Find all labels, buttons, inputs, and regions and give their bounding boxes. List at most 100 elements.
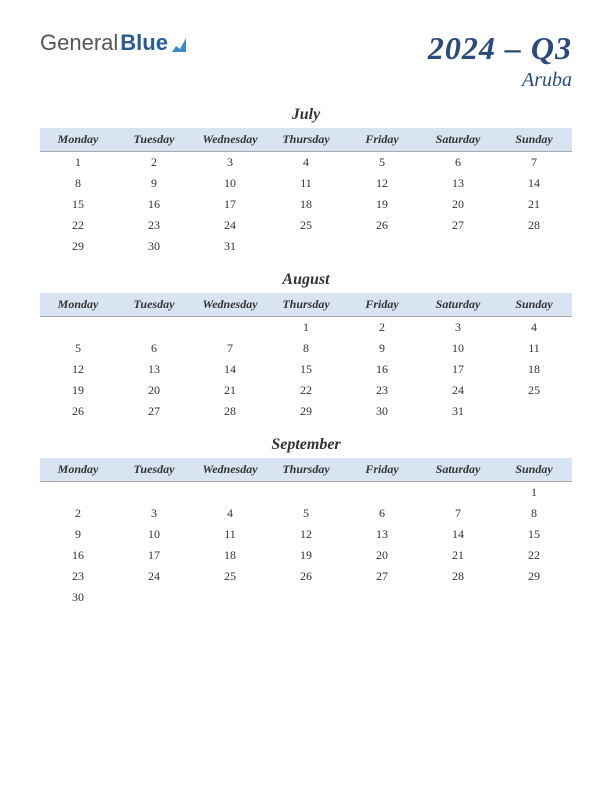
day-cell: 4 [496, 317, 572, 339]
logo-chart-icon [170, 34, 188, 52]
table-row: 1234567 [40, 152, 572, 174]
day-cell [116, 317, 192, 339]
table-row: 12131415161718 [40, 359, 572, 380]
table-row: 567891011 [40, 338, 572, 359]
day-cell: 24 [116, 566, 192, 587]
day-cell: 14 [420, 524, 496, 545]
day-cell: 9 [344, 338, 420, 359]
day-header: Monday [40, 128, 116, 152]
day-cell: 27 [116, 401, 192, 422]
day-cell: 9 [40, 524, 116, 545]
day-cell: 13 [420, 173, 496, 194]
day-cell: 25 [268, 215, 344, 236]
day-cell: 1 [496, 482, 572, 504]
day-cell: 3 [420, 317, 496, 339]
day-header: Saturday [420, 128, 496, 152]
day-header: Wednesday [192, 128, 268, 152]
day-cell: 7 [192, 338, 268, 359]
day-cell: 21 [420, 545, 496, 566]
region-name: Aruba [428, 69, 572, 92]
month-name: August [40, 271, 572, 289]
day-cell: 14 [192, 359, 268, 380]
day-cell: 24 [192, 215, 268, 236]
header: GeneralBlue 2024 – Q3 Aruba [40, 30, 572, 92]
day-cell: 19 [268, 545, 344, 566]
day-cell: 11 [496, 338, 572, 359]
day-cell: 31 [420, 401, 496, 422]
day-header: Wednesday [192, 458, 268, 482]
day-cell: 19 [40, 380, 116, 401]
day-cell: 28 [420, 566, 496, 587]
day-cell: 20 [116, 380, 192, 401]
day-cell: 17 [420, 359, 496, 380]
day-header: Tuesday [116, 293, 192, 317]
table-row: 22232425262728 [40, 215, 572, 236]
months-container: JulyMondayTuesdayWednesdayThursdayFriday… [40, 106, 572, 608]
day-header: Monday [40, 458, 116, 482]
table-row: 23242526272829 [40, 566, 572, 587]
day-cell: 29 [40, 236, 116, 257]
day-header: Saturday [420, 293, 496, 317]
day-cell: 16 [116, 194, 192, 215]
day-cell: 26 [344, 215, 420, 236]
day-header: Tuesday [116, 128, 192, 152]
logo-text-blue: Blue [120, 30, 168, 56]
day-cell: 12 [40, 359, 116, 380]
day-cell: 23 [116, 215, 192, 236]
day-cell: 7 [420, 503, 496, 524]
day-cell [496, 236, 572, 257]
day-cell: 1 [40, 152, 116, 174]
day-cell: 18 [496, 359, 572, 380]
day-header: Sunday [496, 458, 572, 482]
day-cell: 30 [344, 401, 420, 422]
table-row: 30 [40, 587, 572, 608]
day-cell: 10 [116, 524, 192, 545]
day-cell: 2 [116, 152, 192, 174]
day-cell [116, 482, 192, 504]
day-cell: 20 [420, 194, 496, 215]
day-header: Sunday [496, 293, 572, 317]
day-cell: 21 [496, 194, 572, 215]
day-header: Sunday [496, 128, 572, 152]
day-cell: 26 [268, 566, 344, 587]
day-cell: 23 [40, 566, 116, 587]
day-header: Thursday [268, 293, 344, 317]
day-header: Thursday [268, 128, 344, 152]
table-row: 1234 [40, 317, 572, 339]
day-cell: 19 [344, 194, 420, 215]
day-header: Friday [344, 128, 420, 152]
day-cell [344, 482, 420, 504]
quarter-title: 2024 – Q3 [428, 30, 572, 67]
day-cell: 12 [344, 173, 420, 194]
day-cell: 7 [496, 152, 572, 174]
day-cell: 5 [344, 152, 420, 174]
day-cell: 8 [268, 338, 344, 359]
day-cell: 4 [268, 152, 344, 174]
month-block: AugustMondayTuesdayWednesdayThursdayFrid… [40, 271, 572, 422]
day-cell: 17 [116, 545, 192, 566]
day-cell: 28 [496, 215, 572, 236]
day-cell: 8 [40, 173, 116, 194]
table-row: 19202122232425 [40, 380, 572, 401]
day-cell: 15 [496, 524, 572, 545]
day-cell [496, 401, 572, 422]
day-cell [420, 236, 496, 257]
day-header: Monday [40, 293, 116, 317]
day-cell [192, 317, 268, 339]
month-name: September [40, 436, 572, 454]
day-cell: 18 [268, 194, 344, 215]
logo-text-general: General [40, 30, 118, 56]
day-cell: 31 [192, 236, 268, 257]
table-row: 262728293031 [40, 401, 572, 422]
day-header: Tuesday [116, 458, 192, 482]
day-cell: 10 [192, 173, 268, 194]
table-row: 1 [40, 482, 572, 504]
day-cell: 15 [268, 359, 344, 380]
day-cell: 23 [344, 380, 420, 401]
month-block: JulyMondayTuesdayWednesdayThursdayFriday… [40, 106, 572, 257]
day-cell: 22 [40, 215, 116, 236]
day-cell: 18 [192, 545, 268, 566]
day-cell: 30 [40, 587, 116, 608]
calendar-table: MondayTuesdayWednesdayThursdayFridaySatu… [40, 458, 572, 608]
day-cell [344, 236, 420, 257]
